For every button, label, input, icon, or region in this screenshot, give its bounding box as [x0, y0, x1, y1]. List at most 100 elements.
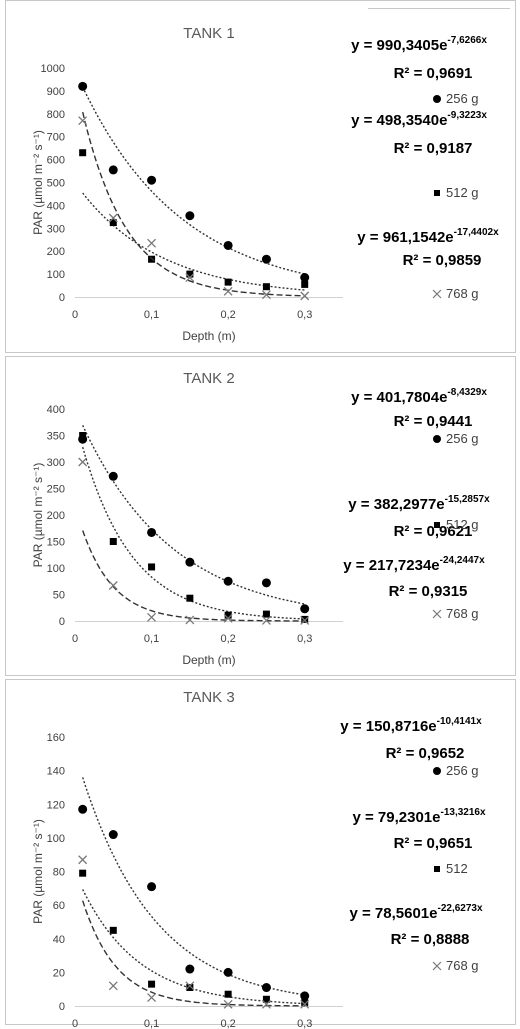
legend-marker-square — [434, 190, 440, 196]
x-tick-label: 0 — [72, 633, 78, 645]
y-tick-label: 300 — [47, 457, 65, 469]
trendline-equation: y = 150,8716e-10,4141x — [340, 716, 482, 735]
chart-title: TANK 1 — [183, 25, 234, 42]
equation-exponent: -22,6273x — [437, 903, 482, 914]
legend-label: 512 g — [446, 185, 479, 200]
data-point-cross — [78, 116, 88, 126]
legend-marker-cross — [432, 961, 442, 971]
equation-exponent: -24,2447x — [440, 555, 485, 566]
data-point-square — [79, 149, 87, 157]
panel-frame — [5, 679, 516, 1025]
equation-base: y = 150,8716e — [340, 718, 436, 735]
y-axis-label: PAR (µmol m⁻² s⁻¹) — [31, 130, 45, 235]
y-tick-label: 100 — [47, 563, 65, 575]
y-tick-label: 1000 — [41, 63, 65, 75]
data-point-square — [262, 995, 270, 1003]
legend-label: 768 g — [446, 958, 479, 973]
data-point-cross — [108, 213, 118, 223]
data-point-square — [109, 538, 117, 545]
data-point-circle — [78, 804, 88, 814]
data-point-square — [262, 283, 270, 291]
equation-base: y = 401,7804e — [351, 389, 447, 406]
y-tick-label: 400 — [47, 200, 65, 212]
legend-marker-square — [434, 866, 440, 872]
data-point-circle — [223, 576, 233, 586]
chart-title: TANK 3 — [183, 689, 234, 706]
data-point-square — [262, 610, 270, 618]
y-axis-label: PAR (µmol m⁻² s⁻¹) — [31, 819, 45, 924]
data-point-circle — [300, 604, 310, 614]
data-point-circle — [185, 211, 195, 221]
data-point-circle — [261, 983, 271, 993]
y-tick-label: 700 — [47, 132, 65, 144]
y-tick-label: 80 — [53, 867, 65, 879]
r-squared-label: R² = 0,9315 — [389, 583, 468, 600]
data-point-cross — [223, 286, 233, 296]
equation-base: y = 217,7234e — [343, 557, 439, 574]
data-point-cross — [78, 855, 88, 865]
y-tick-label: 200 — [47, 246, 65, 258]
data-point-circle — [147, 527, 157, 537]
legend-marker-cross — [432, 289, 442, 299]
data-point-cross — [300, 291, 310, 301]
trendline-cross — [82, 111, 305, 297]
legend-marker-cross — [432, 609, 442, 619]
trendline-circle — [82, 86, 305, 275]
y-tick-label: 160 — [47, 732, 65, 744]
data-point-circle — [108, 165, 118, 175]
data-point-square — [79, 432, 87, 439]
trendline-circle — [82, 777, 305, 996]
equation-base: y = 382,2977e — [348, 496, 444, 513]
y-tick-label: 0 — [59, 616, 65, 628]
legend-label: 256 g — [446, 763, 479, 778]
x-axis-label: Depth (m) — [182, 653, 235, 667]
data-point-cross — [185, 615, 195, 625]
panel-frame — [5, 356, 516, 676]
legend-label: 768 g — [446, 606, 479, 621]
legend-marker-circle — [433, 767, 441, 775]
x-tick-label: 0,2 — [220, 309, 235, 321]
trendline-equation: y = 382,2977e-15,2857x — [348, 494, 490, 513]
data-point-square — [79, 869, 87, 877]
r-squared-label: R² = 0,9187 — [394, 140, 473, 157]
data-point-cross — [147, 612, 157, 622]
x-tick-label: 0,2 — [220, 1018, 235, 1029]
equation-exponent: -17,4402x — [454, 227, 499, 238]
trendline-equation: y = 78,5601e-22,6273x — [349, 903, 482, 922]
trendline-cross — [82, 530, 305, 622]
r-squared-label: R² = 0,9621 — [394, 523, 473, 540]
r-squared-label: R² = 0,9441 — [394, 413, 473, 430]
equation-base: y = 990,3405e — [351, 37, 447, 54]
data-point-circle — [261, 254, 271, 264]
data-point-cross — [261, 290, 271, 300]
x-tick-label: 0 — [72, 309, 78, 321]
trendline-equation: y = 990,3405e-7,6266x — [351, 35, 487, 54]
y-tick-label: 100 — [47, 833, 65, 845]
data-point-square — [301, 280, 309, 288]
x-tick-label: 0,2 — [220, 633, 235, 645]
x-tick-label: 0,1 — [144, 633, 159, 645]
r-squared-label: R² = 0,9691 — [394, 65, 473, 82]
chart-panel-2: TANK 2 0 50 100 150 200 250 300 350 400 0 0,1 0,2 0,3… — [5, 356, 516, 676]
y-tick-label: 140 — [47, 766, 65, 778]
data-point-circle — [147, 175, 157, 185]
data-point-cross — [223, 613, 233, 623]
legend-label: 768 g — [446, 286, 479, 301]
y-tick-label: 120 — [47, 799, 65, 811]
y-tick-label: 40 — [53, 934, 65, 946]
equation-base: y = 78,5601e — [349, 905, 437, 922]
trendline-equation: y = 498,3540e-9,3223x — [351, 110, 487, 129]
equation-base: y = 961,1542e — [357, 229, 453, 246]
data-point-cross — [78, 457, 88, 467]
trendline-square — [82, 889, 305, 1005]
data-point-cross — [185, 981, 195, 991]
data-point-cross — [300, 616, 310, 625]
r-squared-label: R² = 0,9652 — [386, 745, 465, 762]
chart-panel-3: TANK 302040608010012014016000,10,20,3Dep… — [5, 679, 516, 1029]
y-tick-label: 400 — [47, 404, 65, 416]
equation-base: y = 498,3540e — [351, 112, 447, 129]
y-tick-label: 0 — [59, 292, 65, 304]
data-point-circle — [185, 964, 195, 974]
data-point-circle — [147, 882, 157, 892]
legend-marker-circle — [433, 435, 441, 443]
